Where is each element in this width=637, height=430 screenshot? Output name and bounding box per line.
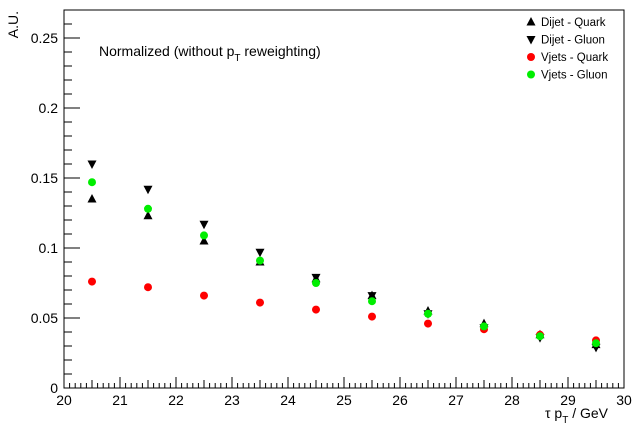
y-tick-label: 0.05 [31,310,58,326]
legend-marker [526,36,536,45]
data-point [424,309,432,318]
data-point [536,332,544,341]
legend-label: Vjets - Quark [541,52,608,64]
series-1 [87,160,601,353]
x-tick-label: 22 [168,392,184,408]
data-point [312,279,320,287]
legend-marker [527,70,535,79]
x-tick-label: 21 [112,392,128,408]
series-0 [87,194,601,349]
data-point [368,312,376,321]
legend-label: Vjets - Gluon [541,70,607,82]
legend-label: Dijet - Gluon [541,35,605,47]
annotation-suffix: reweighting) [241,43,321,59]
y-axis-label: A.U. [5,11,21,38]
y-tick-label: 0.25 [31,30,58,46]
data-point [143,210,153,220]
data-point [480,322,488,331]
series-3 [88,178,600,348]
x-tick-label: 24 [280,392,296,408]
x-tick-label: 20 [56,392,72,408]
data-point [144,283,152,292]
data-point [88,277,96,286]
y-tick-label: 0.15 [31,170,58,186]
data-point [311,273,321,283]
x-tick-label: 26 [392,392,408,408]
data-markers [87,160,601,353]
axes: 20 21 22 23 24 25 26 27 28 29 30 0 0.05 0.1 0.15 0.2 0.2… [31,9,632,408]
x-tick-label: 30 [616,392,632,408]
data-point [255,248,265,258]
x-tick-label: 28 [504,392,520,408]
data-point [200,291,208,300]
legend-marker [526,17,536,26]
data-point [256,256,264,265]
y-tick-label: 0.2 [39,100,59,116]
x-axis-label-main: τ p [545,405,562,421]
data-point [144,204,152,213]
data-point [199,220,209,230]
series-2 [88,277,600,345]
x-tick-label: 25 [336,392,352,408]
data-point [200,231,208,240]
annotation: Normalized (without pT reweighting) [99,43,321,64]
x-tick-label: 29 [560,392,576,408]
data-point [87,160,97,169]
data-point [592,339,600,348]
x-tick-label: 27 [448,392,464,408]
y-tick-label: 0 [50,380,58,396]
data-point [424,319,432,328]
data-point [143,185,153,195]
annotation-prefix: Normalized (without p [99,43,235,59]
data-point [87,194,97,203]
data-point [367,292,377,301]
data-point [199,236,209,245]
x-axis-label: τ pT / GeV [545,405,609,426]
data-point [368,297,376,306]
legend-label: Dijet - Quark [541,17,606,29]
legend-marker [527,53,535,61]
x-axis-label-suffix: / GeV [568,405,608,421]
data-point [256,298,264,307]
legend: Dijet - Quark Dijet - Gluon Vjets - Quark V… [526,17,608,82]
x-axis-label-sub: T [562,415,568,426]
y-tick-label: 0.1 [39,240,59,256]
x-tick-label: 23 [224,392,240,408]
data-point [88,178,96,187]
data-point [312,305,320,314]
annotation-sub: T [234,53,240,64]
